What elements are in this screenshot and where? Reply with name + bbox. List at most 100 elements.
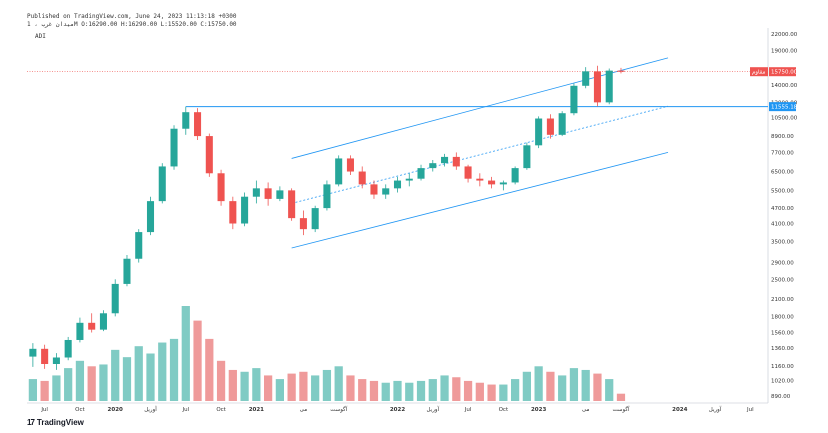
time-tick-label: Oct	[75, 407, 85, 413]
candle-body	[405, 178, 413, 181]
candle-body	[99, 313, 107, 330]
volume-bar	[546, 371, 555, 401]
candle-body	[64, 339, 72, 358]
candle-body	[558, 113, 566, 135]
volume-bar	[499, 384, 508, 401]
candle-body	[441, 156, 449, 164]
volume-bar	[593, 373, 602, 401]
published-note: Published on TradingView.com, June 24, 2…	[27, 13, 237, 20]
candle-body	[488, 180, 496, 185]
volume-bar	[216, 360, 226, 401]
price-tick-label: 2100.00	[771, 297, 794, 303]
candle-body	[593, 71, 601, 103]
time-tick-label: Oct	[216, 407, 226, 413]
candle-body	[29, 348, 37, 357]
volume-bar	[205, 338, 214, 401]
volume-bar	[416, 380, 426, 401]
candle-body	[605, 70, 613, 103]
price-tick-label: 2900.00	[771, 261, 794, 267]
volume-bar	[381, 382, 390, 401]
price-tick-label: 890.00	[771, 394, 791, 400]
volume-bar	[146, 353, 155, 401]
volume-bar	[181, 306, 190, 401]
volume-bar	[111, 349, 120, 401]
candle-body	[299, 218, 307, 230]
candle-body	[170, 128, 178, 167]
time-tick-label: Jul	[464, 407, 472, 413]
time-tick-label: آگوست	[612, 406, 629, 413]
candle-body	[205, 136, 213, 174]
volume-bar	[452, 377, 461, 401]
volume-bar	[605, 379, 614, 401]
candle-body	[476, 178, 484, 181]
candle-body	[582, 71, 590, 86]
price-tick-label: 3500.00	[771, 239, 794, 245]
candle-body	[523, 145, 531, 169]
volume-bar	[346, 375, 355, 401]
resistance-level-tag-label: 11555.18	[771, 105, 798, 111]
volume-bar	[275, 379, 284, 401]
time-tick-label: Jul	[746, 407, 754, 413]
candle-body	[499, 182, 507, 185]
price-tick-label: 1160.00	[771, 364, 794, 370]
price-tick-label: 10500.00	[771, 115, 798, 121]
time-tick-label: می	[582, 407, 590, 413]
last-price-name-label: مقاوم	[752, 70, 766, 76]
volume-bar	[463, 380, 473, 401]
channel-lower-line	[291, 152, 669, 249]
volume-bar	[158, 342, 167, 401]
volume-bar	[40, 380, 49, 401]
time-tick-label: آوریل	[709, 406, 722, 413]
candle-body	[370, 184, 378, 195]
time-tick-label: آوریل	[427, 406, 440, 413]
volume-bar	[75, 360, 85, 401]
last-price-tag: 15750.00 مقاوم	[750, 67, 798, 77]
candle-body	[323, 184, 331, 209]
candle-body	[358, 171, 366, 185]
tradingview-icon: 17	[27, 418, 35, 427]
resistance-level-tag-bg	[769, 102, 796, 112]
candle-body	[393, 180, 402, 189]
candle-body	[252, 188, 260, 197]
price-tick-label: 6500.00	[771, 170, 794, 176]
candle-body	[41, 348, 49, 364]
candle-body	[417, 168, 425, 179]
candle-body	[135, 232, 143, 259]
price-tick-label: 1360.00	[771, 346, 794, 352]
candle-body	[452, 156, 460, 167]
volume-bar	[52, 375, 61, 401]
last-price-tag-bg	[769, 67, 796, 77]
time-tick-label: Jul	[40, 407, 48, 413]
volume-bar	[569, 368, 579, 401]
candle-body	[217, 173, 225, 202]
time-tick-label: 2023	[531, 407, 546, 413]
price-tick-label: 2500.00	[771, 277, 794, 283]
candle-body	[429, 163, 437, 169]
candle-body	[570, 85, 578, 114]
candle-body	[182, 112, 190, 129]
candle-body	[76, 322, 84, 340]
volume-bar	[322, 369, 332, 401]
candle-body	[617, 70, 625, 72]
volume-bar	[487, 384, 496, 401]
volume-bar	[28, 379, 37, 401]
volume-bar	[475, 382, 484, 401]
candle-body	[276, 190, 284, 199]
time-tick-label: آگوست	[330, 406, 347, 413]
tradingview-logo[interactable]: 17 TradingView	[27, 418, 84, 427]
price-tick-label: 14000.00	[771, 83, 798, 89]
price-tick-label: 1560.00	[771, 331, 794, 337]
candle-body	[123, 258, 131, 284]
time-tick-label: می	[300, 407, 308, 413]
price-tick-label: 4100.00	[771, 222, 794, 228]
candle-body	[464, 166, 472, 179]
price-tick-label: 1800.00	[771, 314, 794, 320]
volume-bar	[405, 382, 414, 401]
price-tick-label: 7700.00	[771, 150, 794, 156]
time-tick-label: 2024	[672, 407, 687, 413]
candle-body	[346, 158, 354, 172]
volume-bar	[228, 369, 237, 401]
volume-bar	[299, 371, 308, 401]
time-tick-label: Oct	[499, 407, 509, 413]
